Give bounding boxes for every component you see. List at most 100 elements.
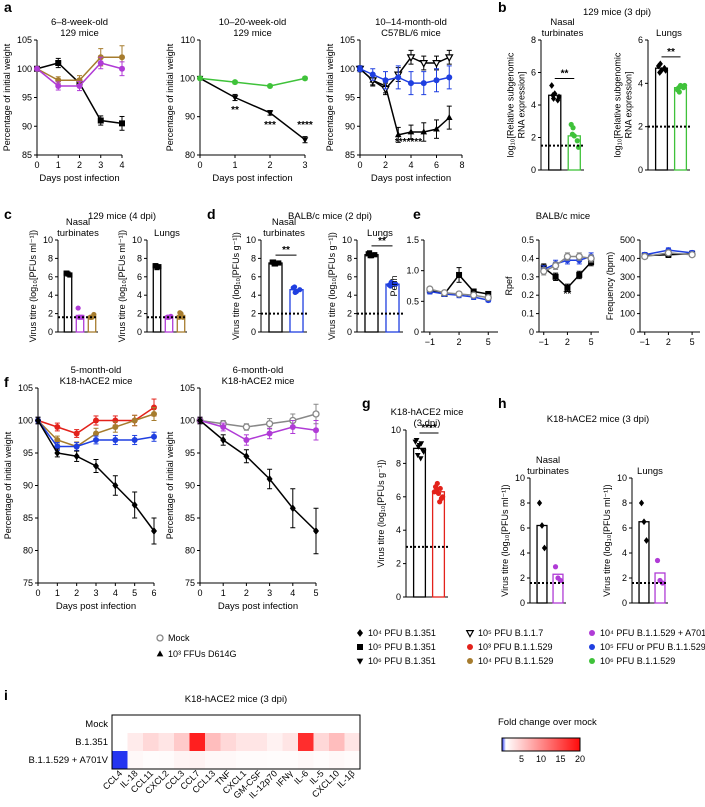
panel-b2: 0 2 4 6 log₁₀[Relative subgenomic RNA express… [613, 28, 690, 175]
data-point [243, 452, 250, 461]
y-tick-label: 8 [137, 253, 142, 263]
data-point [112, 481, 119, 490]
y-tick-label: 85 [185, 513, 195, 523]
x-axis-label: Days post infection [371, 173, 451, 184]
heatmap-cell [282, 751, 298, 769]
series-line [199, 419, 317, 532]
data-point [414, 452, 421, 459]
data-point [369, 71, 376, 78]
panel-title: Nasal [272, 217, 296, 228]
series [197, 75, 308, 89]
significance-label: ** [564, 289, 572, 300]
data-point [289, 424, 296, 430]
x-tick-label: 0 [197, 588, 202, 598]
panel-d2: 0 2 4 6 8 10 Virus titre (log₁₀[PFUs g⁻¹]) **Lu… [327, 228, 403, 340]
y-tick-label: 100 [17, 64, 32, 74]
panel-i: K18-hACE2 mice (3 dpi) Mock B.1.351 B.1.1.5… [29, 694, 597, 801]
data-point [289, 504, 296, 513]
x-axis-label: Days post infection [212, 173, 292, 184]
heatmap-cell [158, 751, 174, 769]
legend-item: 10⁵ PFU B.1.351 [357, 642, 436, 652]
panel-h2: 0 2 4 6 8 10 Virus titre (log₁₀[PFUs ml⁻¹]) Lun… [602, 466, 668, 608]
data-point [357, 629, 363, 637]
data-point [420, 80, 427, 87]
significance-label: **** [297, 120, 313, 131]
x-tick-label: 0 [34, 160, 39, 170]
data-point [433, 125, 440, 132]
panel-title: turbinates [542, 28, 584, 39]
y-axis-label: Frequency (bpm) [605, 252, 615, 321]
heatmap-cell [205, 715, 221, 733]
data-point [412, 439, 419, 445]
legend-label: 10⁵ FFU or PFU B.1.1.529 [600, 642, 705, 652]
heatmap-cell [143, 751, 159, 769]
y-tick-label: 85 [22, 150, 32, 160]
y-tick-label: 75 [185, 578, 195, 588]
data-point [393, 281, 399, 287]
x-tick-label: 0 [197, 160, 202, 170]
y-tick-label: 0 [396, 592, 401, 602]
data-point [266, 110, 274, 117]
legend-item: 10³ FFUs D614G [156, 649, 237, 659]
x-tick-label: 0 [35, 588, 40, 598]
data-point [563, 252, 572, 261]
panel-title: 10–14-month-old [375, 17, 447, 28]
y-tick-label: 10 [617, 473, 627, 483]
x-tick-label: 5 [690, 337, 695, 347]
heatmap-cell [313, 715, 329, 733]
data-point [93, 430, 99, 437]
panel-title: turbinates [527, 466, 569, 477]
data-point [292, 289, 298, 296]
panel-h1: 0 2 4 6 8 10 Virus titre (log₁₀[PFUs ml⁻¹]) Nas… [500, 455, 569, 608]
y-tick-label: 2 [251, 309, 256, 319]
data-point [97, 117, 104, 124]
series [197, 416, 319, 446]
y-tick-label: 10 [391, 425, 401, 435]
y-axis-label: Virus titre (log₁₀[PFUs g⁻¹]) [327, 232, 337, 340]
data-point [119, 65, 125, 72]
y-tick-label: 75 [23, 578, 33, 588]
data-point [73, 452, 80, 461]
bar [268, 262, 283, 333]
data-point [243, 437, 250, 443]
y-tick-label: 4 [48, 290, 53, 300]
data-point [467, 658, 473, 664]
x-tick-label: 2 [244, 588, 249, 598]
data-point [549, 82, 555, 89]
bar [673, 87, 688, 171]
bar [289, 289, 304, 333]
y-tick-label: 105 [180, 383, 195, 393]
panel-title: C57BL/6 mice [381, 28, 441, 39]
data-point [676, 89, 682, 95]
panel-title: Lungs [656, 28, 682, 39]
data-point [470, 288, 477, 295]
bar [654, 67, 669, 171]
y-tick-label: 0 [622, 598, 627, 608]
legend-item: 10⁴ PFU B.1.1.529 + A701V [589, 628, 705, 638]
y-tick-label: 0 [531, 165, 536, 175]
data-point [432, 59, 441, 68]
x-tick-label: 2 [267, 160, 272, 170]
panel-letter-f: f [4, 374, 9, 390]
heatmap-cell [313, 751, 329, 769]
panel-title: 129 mice [233, 28, 272, 39]
data-point [437, 485, 443, 492]
panel-title: K18-hACE2 mice [222, 376, 295, 387]
legend-label: 10⁴ PFU B.1.351 [368, 628, 436, 638]
x-tick-label: 1 [56, 160, 61, 170]
y-tick-label: 200 [620, 290, 635, 300]
data-point [112, 437, 119, 443]
y-tick-label: 1.5 [406, 235, 419, 245]
heatmap-row-label: B.1.351 [75, 737, 108, 748]
y-tick-label: 2 [396, 559, 401, 569]
panel-title: turbinates [263, 228, 305, 239]
y-axis-label: RNA expression] [517, 71, 527, 138]
legend-item: 10⁶ PFU B.1.351 [356, 656, 436, 666]
series [196, 403, 320, 431]
x-tick-label: 3 [93, 588, 98, 598]
legend: Mock 10³ FFUs D614G 10⁴ PFU B.1.351 10⁵ PFU… [156, 628, 705, 666]
data-point [465, 629, 475, 638]
x-tick-label: 6 [434, 160, 439, 170]
significance-label: ** [667, 47, 675, 58]
